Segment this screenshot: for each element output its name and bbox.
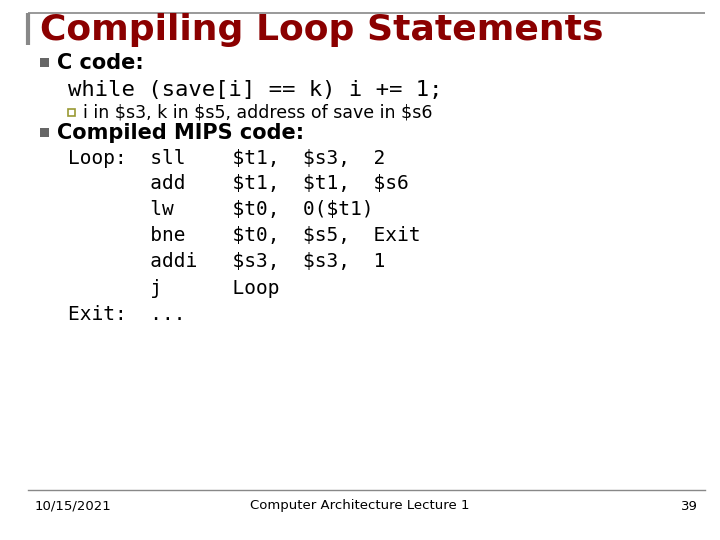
Text: lw     \$t0,  0(\$t1): lw \$t0, 0(\$t1) [68,200,374,219]
Text: 10/15/2021: 10/15/2021 [35,500,112,512]
Bar [40,128,49,137]
Text: add    \$t1,  \$t1,  \$s6: add \$t1, \$t1, \$s6 [68,174,409,193]
Text: Computer Architecture Lecture 1: Computer Architecture Lecture 1 [251,500,469,512]
Text: while (save[i] == k) i += 1;: while (save[i] == k) i += 1; [68,80,443,100]
Text: j      Loop: j Loop [68,279,279,298]
Bar [40,58,49,67]
Text: Loop:  sll    \$t1,  \$s3,  2: Loop: sll \$t1, \$s3, 2 [68,148,385,167]
Text: addi   \$s3,  \$s3,  1: addi \$s3, \$s3, 1 [68,253,385,272]
Bar [68,109,75,116]
Text: Exit:  ...: Exit: ... [68,305,186,323]
Text: Compiling Loop Statements: Compiling Loop Statements [40,13,603,47]
Text: bne    \$t0,  \$s5,  Exit: bne \$t0, \$s5, Exit [68,226,420,246]
Text: i in \$s3, k in \$s5, address of save in \$s6: i in \$s3, k in \$s5, address of save in… [83,104,433,122]
Text: Compiled MIPS code:: Compiled MIPS code: [57,123,304,143]
Text: C code:: C code: [57,53,144,73]
Text: 39: 39 [681,500,698,512]
